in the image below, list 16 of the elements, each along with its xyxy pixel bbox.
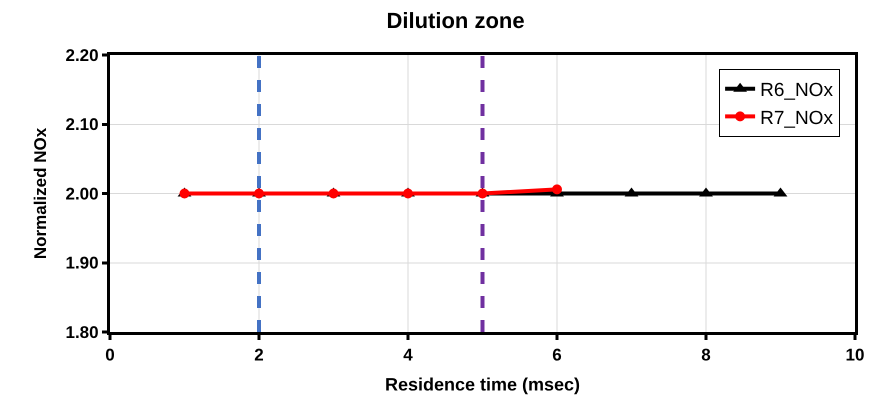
chart-title: Dilution zone [386,8,525,33]
y-tick-label: 1.80 [66,322,99,342]
legend-label: R6_NOx [760,80,834,102]
y-tick-label: 2.10 [66,115,99,134]
legend-label: R7_NOx [760,108,834,129]
y-tick-label: 2.00 [66,184,99,204]
y-tick-label: 2.20 [66,46,99,65]
x-axis-title: Residence time (msec) [384,374,580,394]
y-tick-label: 1.90 [66,254,99,273]
x-tick-label: 10 [846,345,864,364]
x-tick-label: 6 [552,345,562,364]
y-axis-title: Normalized NOx [31,127,50,260]
x-tick-label: 0 [105,345,115,364]
x-tick-label: 2 [254,345,264,364]
x-tick-label: 8 [701,345,711,364]
x-tick-label: 4 [403,345,414,364]
